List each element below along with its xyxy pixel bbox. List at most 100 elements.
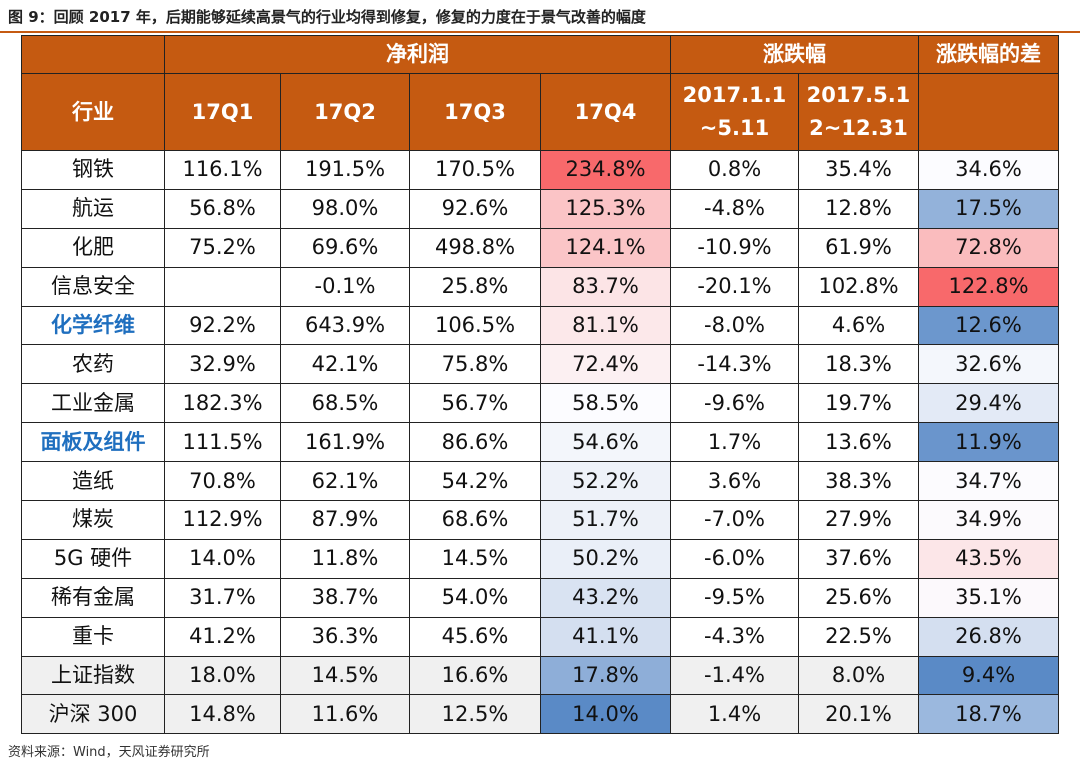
cell-change-period-1: -10.9% [671, 228, 799, 267]
cell-17q3: 170.5% [410, 151, 541, 190]
cell-change-period-1: -9.5% [671, 578, 799, 617]
cell-17q1: 75.2% [165, 228, 281, 267]
cell-17q4: 58.5% [541, 384, 671, 423]
cell-17q2: 11.6% [281, 695, 410, 734]
cell-change-period-1: 0.8% [671, 151, 799, 190]
cell-17q4: 54.6% [541, 423, 671, 462]
cell-change-period-1: -6.0% [671, 539, 799, 578]
cell-17q3: 54.2% [410, 462, 541, 501]
cell-change-diff: 29.4% [919, 384, 1059, 423]
cell-change-period-2: 35.4% [799, 151, 919, 190]
cell-17q4: 50.2% [541, 539, 671, 578]
cell-industry: 重卡 [22, 617, 165, 656]
table-row: 钢铁 116.1% 191.5% 170.5% 234.8% 0.8% 35.4% 34.6% [22, 151, 1059, 190]
header-17q2: 17Q2 [281, 74, 410, 151]
cell-industry: 造纸 [22, 462, 165, 501]
cell-17q4: 125.3% [541, 189, 671, 228]
header-17q3: 17Q3 [410, 74, 541, 151]
cell-change-period-2: 19.7% [799, 384, 919, 423]
cell-industry: 航运 [22, 189, 165, 228]
header-period-1: 2017.1.1 ~5.11 [671, 74, 799, 151]
cell-17q2: 98.0% [281, 189, 410, 228]
cell-17q1: 18.0% [165, 656, 281, 695]
header-blank-cell [22, 36, 165, 74]
figure-title: 图 9：回顾 2017 年，后期能够延续高景气的行业均得到修复，修复的力度在于景… [8, 6, 646, 27]
cell-17q3: 75.8% [410, 345, 541, 384]
cell-change-period-1: -8.0% [671, 306, 799, 345]
table-row: 化学纤维 92.2% 643.9% 106.5% 81.1% -8.0% 4.6% 12.6% [22, 306, 1059, 345]
cell-17q2: 11.8% [281, 539, 410, 578]
cell-17q2: -0.1% [281, 267, 410, 306]
cell-change-diff: 35.1% [919, 578, 1059, 617]
cell-17q2: 42.1% [281, 345, 410, 384]
cell-industry: 稀有金属 [22, 578, 165, 617]
cell-17q3: 12.5% [410, 695, 541, 734]
cell-industry: 钢铁 [22, 151, 165, 190]
cell-change-period-1: -1.4% [671, 656, 799, 695]
cell-17q1: 92.2% [165, 306, 281, 345]
cell-17q2: 191.5% [281, 151, 410, 190]
cell-17q1: 41.2% [165, 617, 281, 656]
table-row: 沪深 300 14.8% 11.6% 12.5% 14.0% 1.4% 20.1% 18.7% [22, 695, 1059, 734]
cell-change-period-2: 8.0% [799, 656, 919, 695]
table-row: 造纸 70.8% 62.1% 54.2% 52.2% 3.6% 38.3% 34.7% [22, 462, 1059, 501]
cell-17q1: 32.9% [165, 345, 281, 384]
cell-17q2: 87.9% [281, 501, 410, 540]
cell-change-period-1: 3.6% [671, 462, 799, 501]
cell-change-period-1: 1.4% [671, 695, 799, 734]
cell-industry: 农药 [22, 345, 165, 384]
table-row: 信息安全 -0.1% 25.8% 83.7% -20.1% 102.8% 122.8% [22, 267, 1059, 306]
cell-17q3: 92.6% [410, 189, 541, 228]
header-period-1-line1: 2017.1.1 [683, 83, 787, 107]
cell-17q2: 68.5% [281, 384, 410, 423]
cell-change-period-2: 20.1% [799, 695, 919, 734]
cell-17q2: 643.9% [281, 306, 410, 345]
cell-change-period-2: 61.9% [799, 228, 919, 267]
cell-change-period-1: -7.0% [671, 501, 799, 540]
cell-change-period-1: -14.3% [671, 345, 799, 384]
cell-change-period-1: -4.3% [671, 617, 799, 656]
cell-17q3: 86.6% [410, 423, 541, 462]
source-note: 资料来源：Wind，天风证券研究所 [8, 741, 210, 760]
header-period-2: 2017.5.1 2~12.31 [799, 74, 919, 151]
cell-change-period-2: 13.6% [799, 423, 919, 462]
cell-industry: 化学纤维 [22, 306, 165, 345]
cell-17q4: 14.0% [541, 695, 671, 734]
cell-change-period-1: -9.6% [671, 384, 799, 423]
header-row-groups: 净利润 涨跌幅 涨跌幅的差 [22, 36, 1059, 74]
cell-17q4: 234.8% [541, 151, 671, 190]
cell-change-diff: 34.7% [919, 462, 1059, 501]
cell-17q1: 31.7% [165, 578, 281, 617]
cell-17q1: 112.9% [165, 501, 281, 540]
cell-change-diff: 17.5% [919, 189, 1059, 228]
cell-17q4: 51.7% [541, 501, 671, 540]
header-period-1-line2: ~5.11 [700, 116, 769, 140]
cell-17q3: 45.6% [410, 617, 541, 656]
cell-change-diff: 11.9% [919, 423, 1059, 462]
cell-17q1: 116.1% [165, 151, 281, 190]
cell-17q1 [165, 267, 281, 306]
cell-change-diff: 34.9% [919, 501, 1059, 540]
cell-industry: 5G 硬件 [22, 539, 165, 578]
cell-change-period-2: 22.5% [799, 617, 919, 656]
table-row: 面板及组件 111.5% 161.9% 86.6% 54.6% 1.7% 13.6% 11.9… [22, 423, 1059, 462]
table-row: 化肥 75.2% 69.6% 498.8% 124.1% -10.9% 61.9% 72.8% [22, 228, 1059, 267]
header-industry: 行业 [22, 74, 165, 151]
title-divider [0, 31, 1080, 33]
cell-industry: 上证指数 [22, 656, 165, 695]
header-change-diff: 涨跌幅的差 [919, 36, 1059, 74]
cell-17q3: 16.6% [410, 656, 541, 695]
header-row-columns: 行业 17Q1 17Q2 17Q3 17Q4 2017.1.1 ~5.11 20… [22, 74, 1059, 151]
cell-industry: 沪深 300 [22, 695, 165, 734]
header-17q1: 17Q1 [165, 74, 281, 151]
cell-17q3: 54.0% [410, 578, 541, 617]
table-row: 农药 32.9% 42.1% 75.8% 72.4% -14.3% 18.3% 32.6% [22, 345, 1059, 384]
table-row: 5G 硬件 14.0% 11.8% 14.5% 50.2% -6.0% 37.6% 43.5% [22, 539, 1059, 578]
cell-industry: 面板及组件 [22, 423, 165, 462]
cell-17q3: 498.8% [410, 228, 541, 267]
cell-industry: 化肥 [22, 228, 165, 267]
table-row: 重卡 41.2% 36.3% 45.6% 41.1% -4.3% 22.5% 26.8% [22, 617, 1059, 656]
cell-17q1: 56.8% [165, 189, 281, 228]
cell-17q1: 14.0% [165, 539, 281, 578]
cell-17q4: 72.4% [541, 345, 671, 384]
